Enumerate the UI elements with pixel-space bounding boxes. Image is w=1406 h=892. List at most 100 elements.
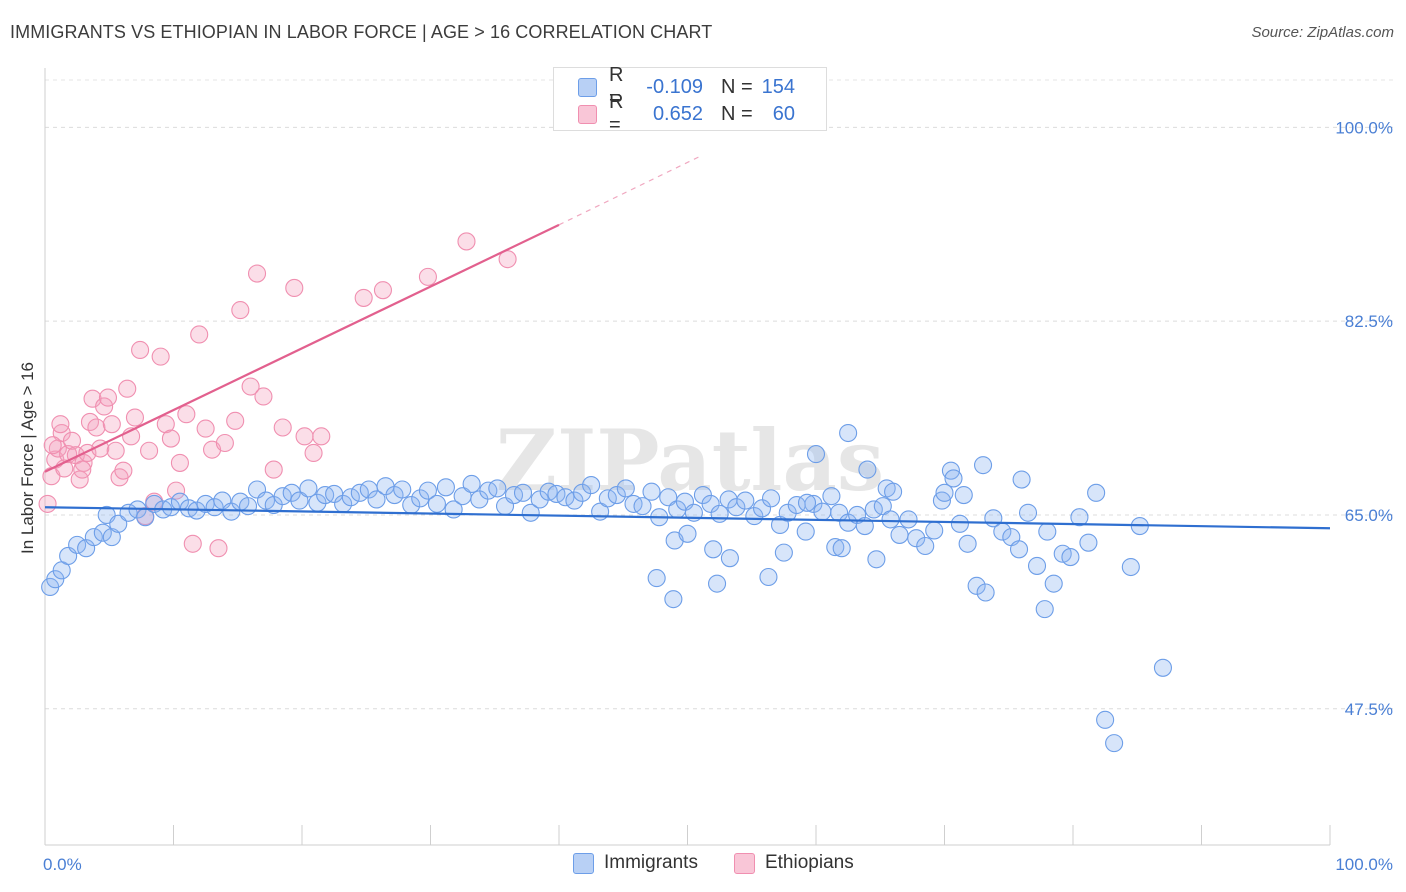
immigrant-point bbox=[745, 507, 764, 526]
ethiopian-point bbox=[226, 411, 245, 430]
immigrant-point bbox=[367, 490, 386, 509]
ethiopian-point bbox=[254, 387, 273, 406]
axes bbox=[44, 68, 1331, 846]
immigrant-point bbox=[436, 478, 455, 497]
immigrant-point bbox=[973, 456, 993, 475]
y-tick-label: 47.5% bbox=[1345, 700, 1393, 719]
immigrant-point bbox=[916, 536, 935, 556]
immigrant-point bbox=[647, 569, 666, 588]
immigrants-trend-line bbox=[44, 506, 1331, 530]
stats-legend: R = -0.109 N = 154 R = 0.652 N = 60 bbox=[553, 64, 827, 136]
ethiopian-point bbox=[95, 397, 114, 416]
ethiopian-point bbox=[209, 539, 228, 558]
ethiopian-point bbox=[183, 534, 202, 553]
immigrant-point bbox=[1027, 556, 1047, 575]
immigrant-point bbox=[565, 491, 584, 510]
ethiopian-point bbox=[373, 281, 393, 300]
immigrant-point bbox=[1044, 574, 1063, 593]
ethiopian-point bbox=[161, 429, 180, 448]
immigrant-point bbox=[950, 514, 969, 533]
tick-labels: 47.5% 65.0% 82.5% 100.0% 0.0% 100.0% bbox=[43, 118, 1393, 874]
immigrant-point bbox=[1038, 522, 1057, 541]
immigrant-point bbox=[393, 480, 412, 499]
immigrant-point bbox=[616, 479, 635, 498]
ethiopian-point bbox=[114, 461, 133, 480]
immigrant-point bbox=[826, 538, 845, 557]
ethiopian-point bbox=[312, 427, 331, 446]
immigrant-point bbox=[664, 590, 683, 609]
chart-source: Source: ZipAtlas.com bbox=[1251, 24, 1394, 41]
ethiopian-point bbox=[354, 288, 373, 307]
immigrant-point bbox=[976, 583, 995, 602]
immigrant-point bbox=[720, 549, 739, 568]
immigrant-point bbox=[418, 481, 437, 500]
immigrant-point bbox=[884, 482, 903, 501]
watermark: ZIPatlas bbox=[496, 411, 884, 510]
immigrant-point bbox=[1009, 540, 1029, 559]
immigrant-point bbox=[967, 576, 986, 595]
ethiopian-point bbox=[102, 415, 121, 434]
immigrant-point bbox=[867, 550, 886, 569]
ethiopian-point bbox=[190, 325, 209, 344]
ethiopian-point bbox=[87, 418, 106, 437]
legend-row-immigrants: R = -0.109 N = 154 bbox=[578, 64, 795, 109]
legend-item-immigrants[interactable]: Immigrants bbox=[573, 852, 698, 874]
immigrant-point bbox=[1061, 548, 1080, 567]
immigrant-point bbox=[899, 510, 918, 529]
immigrant-point bbox=[774, 543, 793, 562]
ethiopian-point bbox=[98, 388, 118, 407]
n-label: N = bbox=[721, 75, 753, 98]
immigrant-point bbox=[238, 497, 258, 516]
immigrant-point bbox=[708, 574, 727, 593]
immigrant-point bbox=[462, 474, 481, 494]
immigrant-point bbox=[858, 460, 877, 479]
immigrant-point bbox=[607, 485, 626, 505]
ethiopians-swatch bbox=[578, 104, 597, 124]
n-label: N = bbox=[721, 102, 753, 125]
y-tick-label: 82.5% bbox=[1345, 312, 1393, 331]
immigrant-point bbox=[935, 483, 954, 502]
n-value: 154 bbox=[761, 75, 795, 98]
ethiopian-point bbox=[418, 267, 437, 286]
ethiopian-point bbox=[170, 453, 189, 472]
ethiopians-points bbox=[38, 232, 517, 558]
immigrant-point bbox=[925, 521, 944, 540]
ethiopian-point bbox=[241, 377, 260, 396]
r-value: 0.652 bbox=[652, 102, 703, 125]
immigrant-point bbox=[513, 483, 533, 502]
immigrant-point bbox=[704, 540, 723, 559]
immigrant-point bbox=[1096, 710, 1115, 729]
immigrant-point bbox=[832, 539, 851, 558]
r-value: -0.109 bbox=[646, 75, 703, 98]
ethiopian-point bbox=[62, 431, 82, 450]
immigrant-point bbox=[797, 493, 817, 512]
immigrant-point bbox=[1087, 483, 1106, 502]
immigrant-point bbox=[1153, 658, 1172, 677]
ethiopian-point bbox=[457, 232, 476, 251]
legend-label-immigrants: Immigrants bbox=[604, 852, 698, 873]
ethiopian-point bbox=[125, 408, 144, 427]
ethiopian-point bbox=[167, 481, 186, 500]
immigrant-point bbox=[796, 522, 815, 541]
y-tick-label: 65.0% bbox=[1345, 506, 1393, 525]
immigrant-point bbox=[411, 489, 430, 508]
immigrant-point bbox=[761, 489, 781, 508]
ethiopian-point bbox=[151, 347, 170, 366]
immigrant-point bbox=[299, 479, 318, 498]
ethiopian-point bbox=[140, 441, 159, 460]
ethiopian-point bbox=[196, 419, 215, 438]
immigrant-point bbox=[427, 494, 446, 513]
ethiopian-point bbox=[43, 436, 62, 455]
legend-item-ethiopians[interactable]: Ethiopians bbox=[733, 852, 854, 874]
legend-label-ethiopians: Ethiopians bbox=[764, 852, 854, 873]
immigrant-point bbox=[659, 488, 678, 507]
x-tick-label-max: 100.0% bbox=[1335, 855, 1393, 874]
immigrant-point bbox=[582, 476, 601, 495]
immigrant-point bbox=[727, 498, 746, 517]
ethiopian-point bbox=[51, 415, 70, 434]
immigrant-point bbox=[759, 567, 778, 587]
ethiopian-point bbox=[38, 494, 57, 513]
immigrant-point bbox=[890, 525, 909, 544]
immigrant-point bbox=[109, 514, 128, 533]
